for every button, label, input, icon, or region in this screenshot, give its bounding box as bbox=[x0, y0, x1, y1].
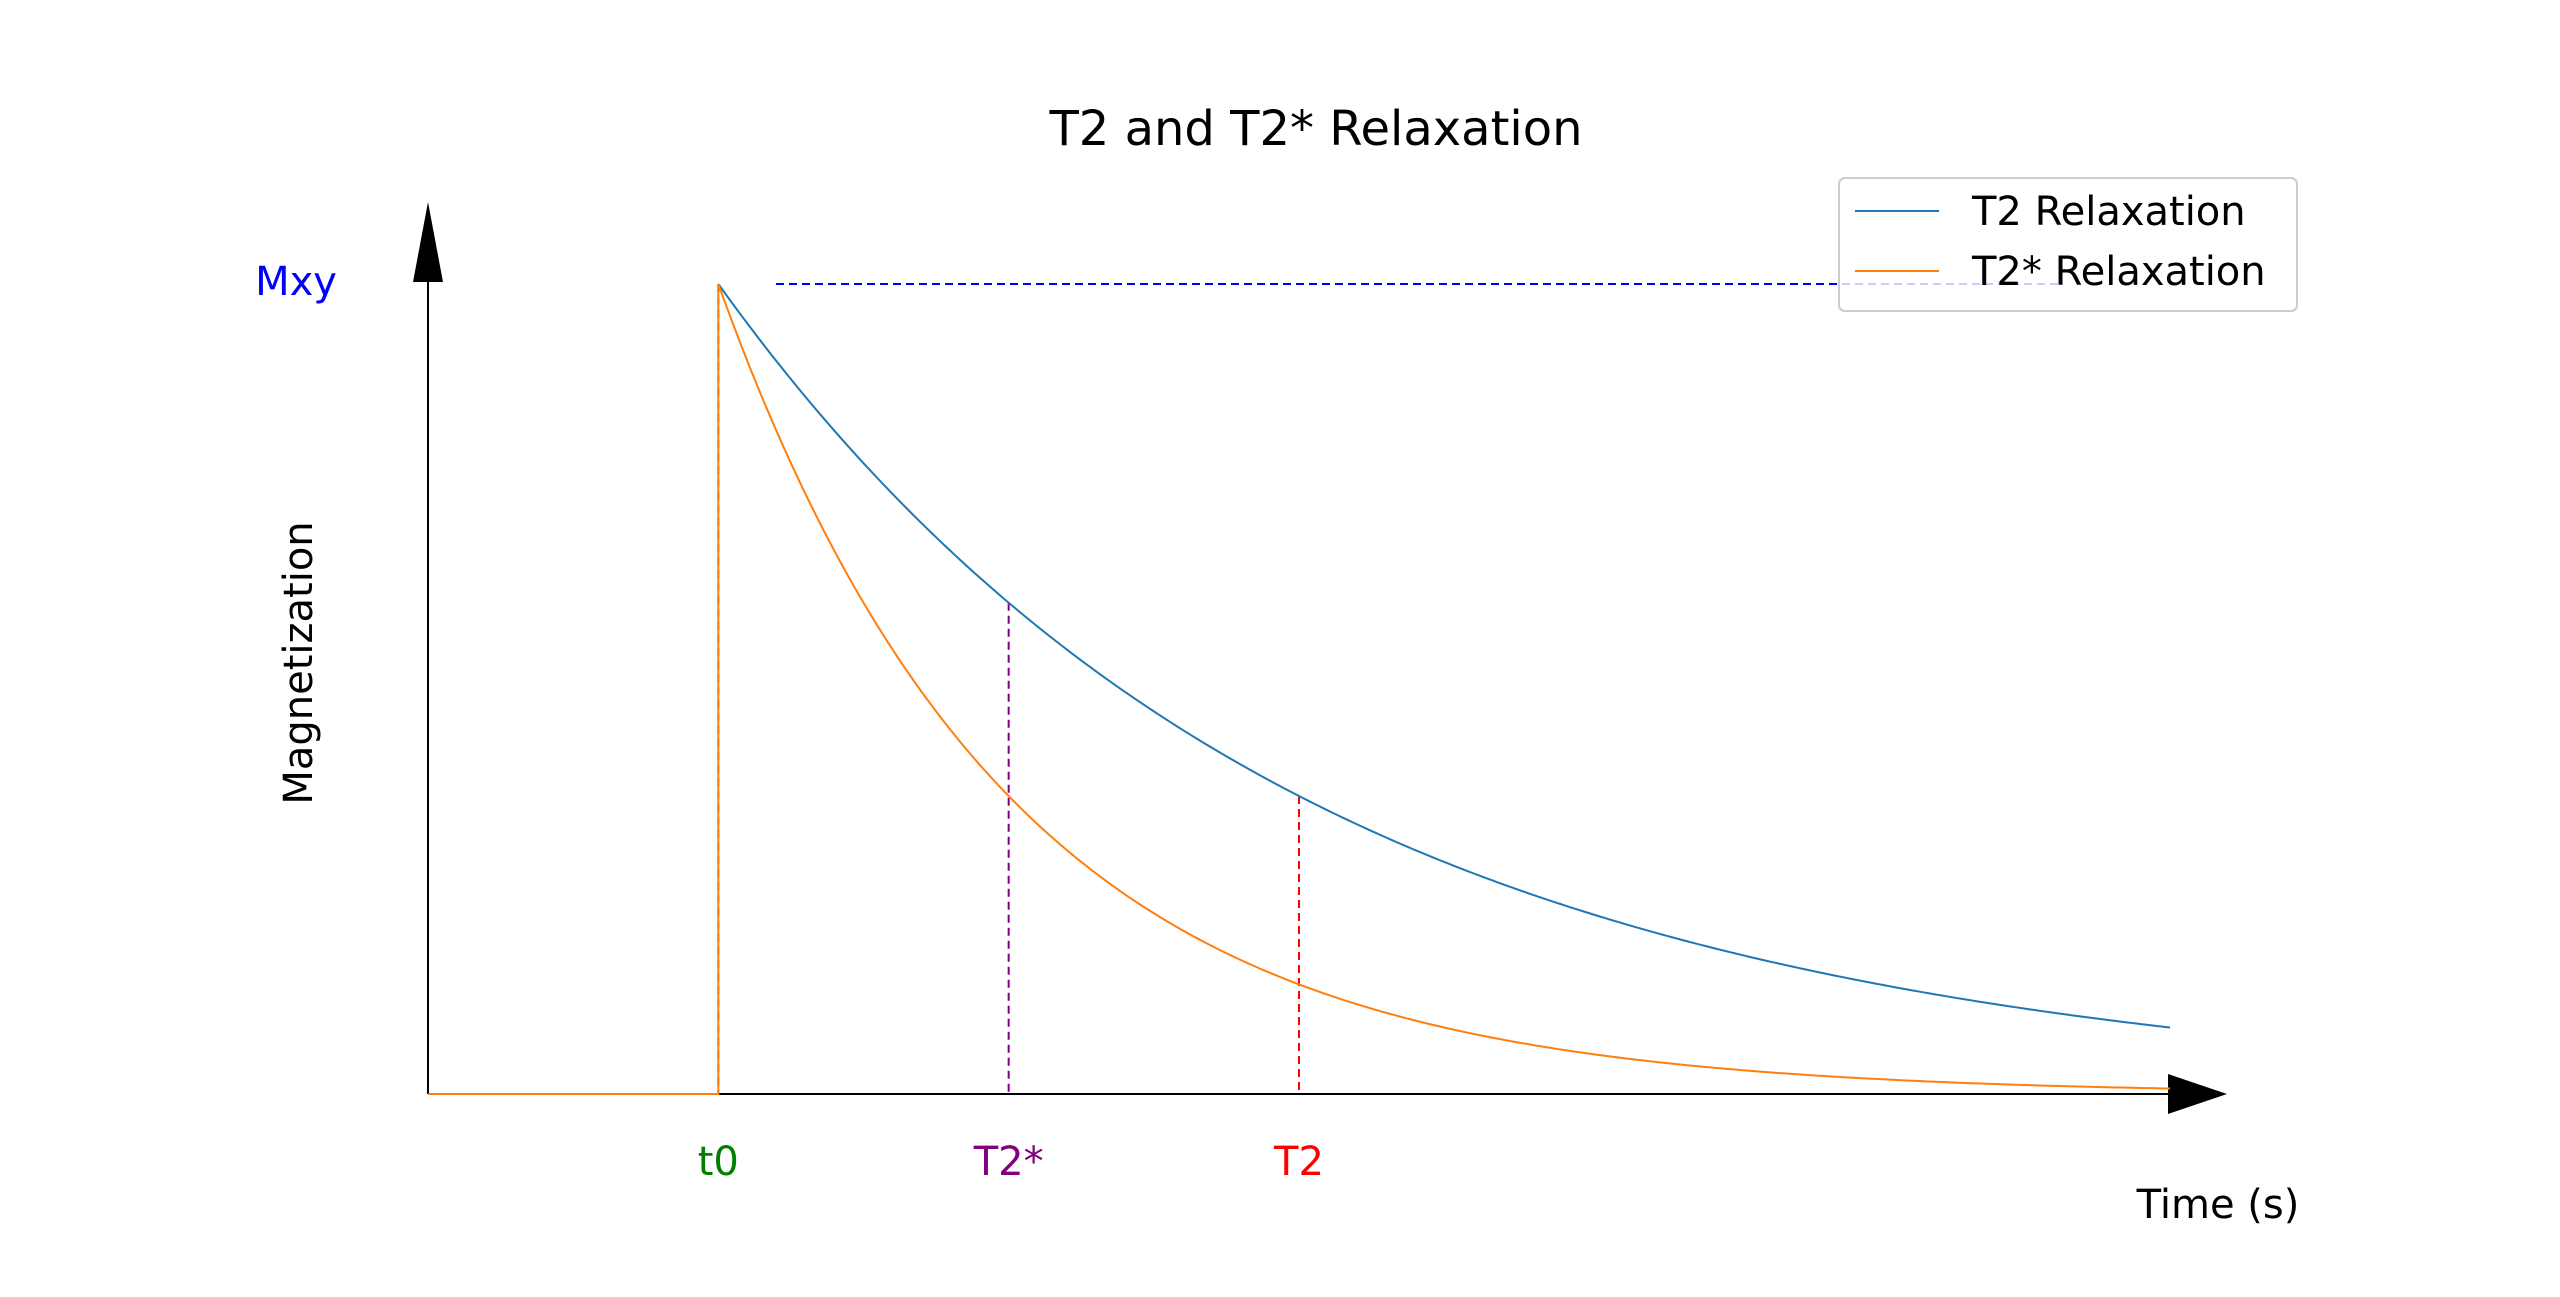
mxy-label: Mxy bbox=[255, 259, 337, 305]
legend-box bbox=[1838, 177, 2298, 312]
y-axis-arrowhead bbox=[413, 202, 443, 282]
series-lines bbox=[428, 283, 2171, 1095]
marker-label-2: T2 bbox=[1273, 1139, 1324, 1185]
series-line-1 bbox=[428, 283, 2171, 1095]
x-axis-label: Time (s) bbox=[2136, 1182, 2300, 1228]
series-line-0 bbox=[717, 283, 2171, 1029]
legend-label-t2star: T2* Relaxation bbox=[1971, 249, 2266, 295]
legend: T2 Relaxation T2* Relaxation bbox=[1838, 177, 2298, 312]
axes bbox=[413, 202, 2227, 1114]
marker-labels: t0 T2* T2 bbox=[698, 1139, 1324, 1185]
chart-title: T2 and T2* Relaxation bbox=[1048, 101, 1582, 157]
y-axis-label: Magnetization bbox=[276, 521, 322, 804]
legend-label-t2: T2 Relaxation bbox=[1971, 189, 2246, 235]
x-axis-arrowhead bbox=[2168, 1074, 2227, 1114]
marker-label-0: t0 bbox=[698, 1139, 739, 1185]
marker-label-1: T2* bbox=[973, 1139, 1044, 1185]
marker-lines bbox=[717, 284, 1300, 1094]
